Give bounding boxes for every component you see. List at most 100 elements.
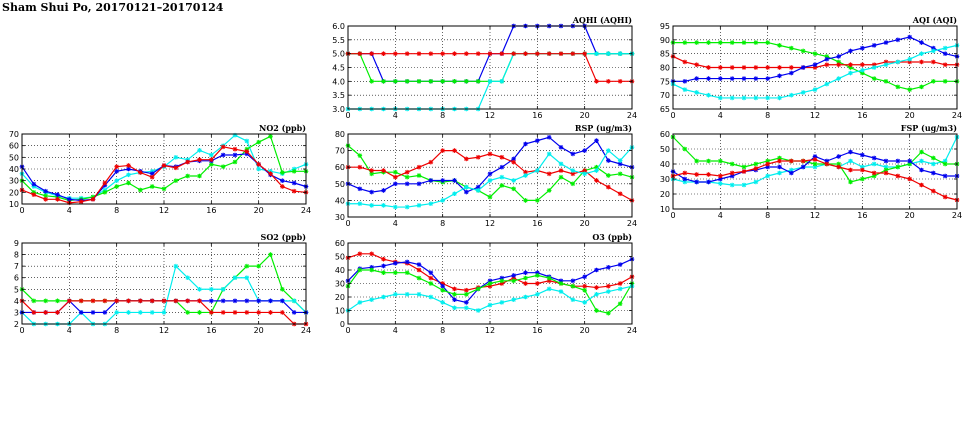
data-point (594, 79, 599, 84)
x-tick-label: 20 (580, 111, 590, 120)
x-tick-label: 24 (627, 111, 637, 120)
data-point (185, 173, 190, 179)
data-point (416, 79, 422, 84)
data-point (706, 92, 711, 98)
data-point (209, 152, 214, 158)
data-point (452, 286, 457, 292)
x-tick-label: 0 (19, 206, 24, 215)
data-point (381, 270, 386, 275)
y-tick-label: 5.0 (332, 50, 345, 59)
data-point (404, 181, 410, 187)
data-point (55, 298, 60, 304)
x-tick-label: 24 (627, 326, 637, 335)
data-point (594, 292, 599, 297)
data-point (464, 184, 469, 190)
data-point (357, 267, 363, 273)
data-point (43, 197, 48, 202)
data-point (694, 172, 699, 177)
data-point (617, 281, 623, 286)
data-point (381, 168, 386, 173)
data-point (895, 37, 901, 43)
data-point (232, 159, 238, 165)
y-tick-label: 80 (335, 130, 345, 139)
aqi-series-green (670, 40, 960, 92)
x-tick-label: 4 (67, 206, 72, 215)
data-point (753, 179, 759, 185)
data-point (114, 178, 119, 183)
data-point (280, 286, 285, 292)
data-point (741, 164, 747, 170)
data-point (883, 79, 889, 84)
data-point (416, 181, 422, 187)
data-point (617, 191, 623, 197)
data-point (357, 300, 363, 305)
data-point (428, 159, 434, 165)
y-tick-label: 60 (335, 239, 345, 248)
data-point (594, 308, 599, 313)
data-point (836, 76, 841, 81)
data-point (404, 292, 410, 297)
data-point (256, 310, 261, 315)
data-point (558, 281, 564, 286)
data-point (789, 170, 794, 176)
data-point (594, 51, 599, 56)
data-point (606, 173, 611, 178)
data-point (606, 289, 611, 294)
y-tick-label: 40 (660, 160, 670, 169)
data-point (464, 156, 469, 162)
data-point (765, 76, 770, 81)
data-point (404, 174, 410, 180)
data-point (126, 172, 131, 178)
data-point (800, 90, 806, 95)
data-point (931, 79, 936, 84)
data-point (546, 275, 552, 281)
y-tick-label: 60 (660, 130, 670, 139)
x-tick-label: 20 (905, 211, 915, 220)
data-point (871, 76, 877, 81)
data-point (185, 298, 190, 304)
data-point (546, 51, 552, 56)
data-point (871, 43, 877, 48)
data-point (357, 201, 363, 207)
data-point (185, 310, 190, 315)
data-point (381, 203, 386, 208)
data-point (706, 172, 711, 177)
data-point (694, 76, 699, 81)
y-tick-label: 3 (14, 308, 19, 317)
x-tick-label: 4 (393, 219, 398, 228)
data-point (836, 164, 841, 170)
y-tick-label: 6.0 (332, 22, 345, 31)
data-point (220, 310, 226, 315)
data-point (173, 165, 179, 171)
data-point (594, 138, 599, 143)
data-point (535, 198, 540, 203)
data-point (499, 174, 505, 180)
data-point (718, 95, 723, 101)
data-point (777, 65, 782, 70)
data-point (464, 79, 469, 84)
no2-chart: 0 4 8 12 16 20 24 10 20 30 40 50 60 70 NO2 (ppb) (9, 123, 311, 215)
data-point (582, 171, 587, 177)
data-point (78, 298, 84, 304)
data-point (777, 73, 782, 79)
data-point (475, 79, 481, 84)
data-point (523, 275, 528, 281)
data-point (895, 84, 901, 90)
data-point (558, 289, 564, 294)
y-tick-label: 50 (9, 153, 19, 162)
data-point (102, 298, 108, 304)
data-point (942, 51, 948, 56)
data-point (197, 148, 202, 153)
data-point (440, 283, 445, 289)
data-point (464, 300, 469, 305)
data-point (138, 298, 143, 304)
data-point (931, 161, 936, 167)
data-point (535, 138, 540, 143)
data-point (895, 164, 901, 170)
data-point (31, 181, 37, 187)
data-point (197, 310, 202, 315)
data-point (369, 189, 374, 195)
data-point (393, 204, 398, 210)
data-point (291, 188, 297, 194)
